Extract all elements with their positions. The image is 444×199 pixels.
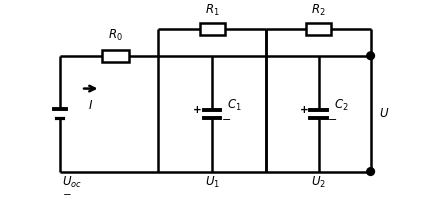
Text: $C_2$: $C_2$ bbox=[333, 98, 348, 113]
Bar bbox=[200, 23, 225, 35]
Bar bbox=[306, 23, 331, 35]
Text: $-$: $-$ bbox=[221, 112, 231, 123]
Text: $-$: $-$ bbox=[327, 112, 337, 123]
Text: $U$: $U$ bbox=[379, 107, 389, 120]
Text: $R_0$: $R_0$ bbox=[108, 28, 123, 43]
Text: $U_2$: $U_2$ bbox=[311, 175, 326, 190]
Text: +: + bbox=[299, 105, 308, 115]
Text: $C_1$: $C_1$ bbox=[227, 98, 242, 113]
Circle shape bbox=[367, 52, 374, 60]
Text: $-$: $-$ bbox=[62, 188, 71, 198]
Circle shape bbox=[367, 168, 374, 176]
Text: $R_1$: $R_1$ bbox=[205, 3, 220, 18]
Text: $R_2$: $R_2$ bbox=[311, 3, 326, 18]
Text: $I$: $I$ bbox=[88, 99, 93, 112]
Text: $U_1$: $U_1$ bbox=[205, 175, 220, 190]
Bar bbox=[102, 50, 129, 62]
Text: +: + bbox=[193, 105, 202, 115]
Text: $U_{oc}$: $U_{oc}$ bbox=[62, 175, 82, 190]
